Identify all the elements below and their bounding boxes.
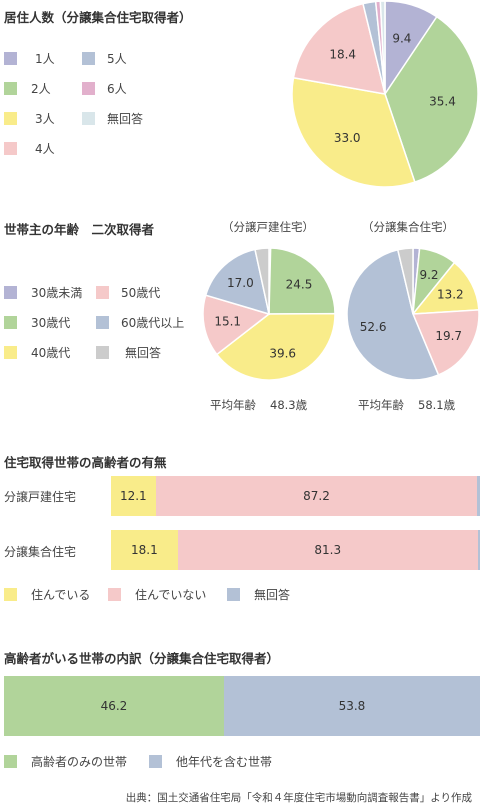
- pie-slice-label: 18.4: [329, 47, 356, 61]
- legend-swatch: [96, 286, 109, 299]
- legend-swatch: [4, 142, 17, 155]
- legend-swatch: [4, 82, 17, 95]
- legend-swatch: [82, 82, 95, 95]
- legend-item: 2人: [4, 80, 51, 97]
- legend-item: 50歳代: [96, 284, 160, 301]
- legend-item: 住んでいる: [4, 586, 90, 603]
- pie-slice-label: 17.0: [227, 276, 254, 290]
- pie-slice: [291, 76, 416, 188]
- pie-slice: [268, 247, 336, 315]
- pie-slice-label: 35.4: [429, 95, 456, 109]
- bar-segment: 18.1: [111, 530, 178, 570]
- pie-slice: [346, 248, 440, 381]
- pie-slice-label: 19.7: [435, 329, 462, 343]
- legend-swatch: [4, 755, 17, 768]
- legend-swatch: [227, 588, 240, 601]
- legend-item: 高齢者のみの世帯: [4, 753, 127, 770]
- pie-slice-label: 9.4: [392, 32, 411, 46]
- source-footnote: 出典：国土交通省住宅局「令和４年度住宅市場動向調査報告書」より作成: [125, 792, 472, 804]
- section4-title: 高齢者がいる世帯の内訳（分譲集合住宅取得者）: [4, 651, 280, 666]
- pie-slice: [384, 15, 479, 184]
- bar-segment: 53.8: [223, 676, 480, 736]
- legend-item: 1人: [4, 50, 55, 67]
- pie-slice-label: 52.6: [360, 320, 387, 334]
- legend-swatch: [108, 588, 121, 601]
- pie-slice: [411, 261, 480, 315]
- stacked-bar-elderly-breakdown: 46.2 53.8: [4, 676, 480, 736]
- bar-segment: [477, 476, 480, 516]
- stacked-bar-detached: 12.1 87.2: [111, 476, 480, 516]
- pie-slice: [292, 2, 387, 95]
- pie-slice-label: 24.5: [286, 278, 313, 292]
- section3-title: 住宅取得世帯の高齢者の有無: [4, 455, 167, 470]
- stacked-bar-condo: 18.1 81.3: [111, 530, 480, 570]
- pie-slice: [396, 247, 414, 315]
- legend-item: 6人: [82, 80, 127, 97]
- pie-slice: [202, 294, 271, 356]
- avg-age-detached: 平均年齢 48.3歳: [210, 398, 308, 412]
- legend-item: 無回答: [227, 586, 290, 603]
- pie-slice: [204, 248, 271, 316]
- pie-title-condo: （分譲集合住宅）: [362, 220, 454, 234]
- legend-item: 無回答: [96, 344, 161, 361]
- legend-swatch: [4, 346, 17, 359]
- bar-row-label: 分譲戸建住宅: [4, 490, 77, 504]
- pie-slice: [254, 247, 270, 315]
- legend-swatch: [4, 112, 17, 125]
- pie-slice-label: 33.0: [334, 131, 361, 145]
- legend-swatch: [96, 316, 109, 329]
- pie-slice: [215, 312, 336, 381]
- legend-item: 他年代を含む世帯: [149, 753, 272, 770]
- bar-segment: 87.2: [155, 476, 478, 516]
- pie-slice: [379, 0, 386, 95]
- bar-segment: 12.1: [111, 476, 156, 516]
- section2-title: 世帯主の年齢 二次取得者: [4, 222, 155, 237]
- legend-swatch: [82, 112, 95, 125]
- pie-slice-label: 9.2: [419, 268, 438, 282]
- section1-title: 居住人数（分譲集合住宅取得者）: [4, 10, 192, 25]
- legend-item: 30歳未満: [4, 284, 82, 301]
- legend-swatch: [82, 52, 95, 65]
- legend-item: 無回答: [82, 110, 143, 127]
- legend-item: 5人: [82, 50, 127, 67]
- legend-swatch: [4, 52, 17, 65]
- avg-age-condo: 平均年齢 58.1歳: [358, 398, 456, 412]
- legend-item: 4人: [4, 140, 55, 157]
- pie-slice-label: 13.2: [437, 288, 464, 302]
- legend-item: 40歳代: [4, 344, 70, 361]
- legend-item: 3人: [4, 110, 55, 127]
- legend-swatch: [4, 286, 17, 299]
- bar-segment: 81.3: [177, 530, 478, 570]
- legend-swatch: [4, 588, 17, 601]
- legend-item: 30歳代: [4, 314, 70, 331]
- pie-slice: [411, 309, 480, 376]
- pie-chart-age-condo: 9.2 13.2 19.7 52.6: [346, 247, 480, 381]
- pie-title-detached: （分譲戸建住宅）: [222, 220, 314, 234]
- legend-swatch: [4, 316, 17, 329]
- legend-swatch: [96, 346, 109, 359]
- legend-swatch: [149, 755, 162, 768]
- legend-item: 住んでいない: [108, 586, 206, 603]
- pie-chart-household-size: 9.4 35.4 33.0 18.4: [291, 0, 479, 188]
- legend-item: 60歳代以上: [96, 314, 184, 331]
- bar-segment: [477, 530, 480, 570]
- pie-chart-age-detached: 24.5 39.6 15.1 17.0: [202, 247, 336, 381]
- pie-slice-label: 39.6: [269, 347, 296, 361]
- bar-segment: 46.2: [4, 676, 224, 736]
- pie-slice-label: 15.1: [214, 315, 241, 329]
- bar-row-label: 分譲集合住宅: [4, 545, 77, 559]
